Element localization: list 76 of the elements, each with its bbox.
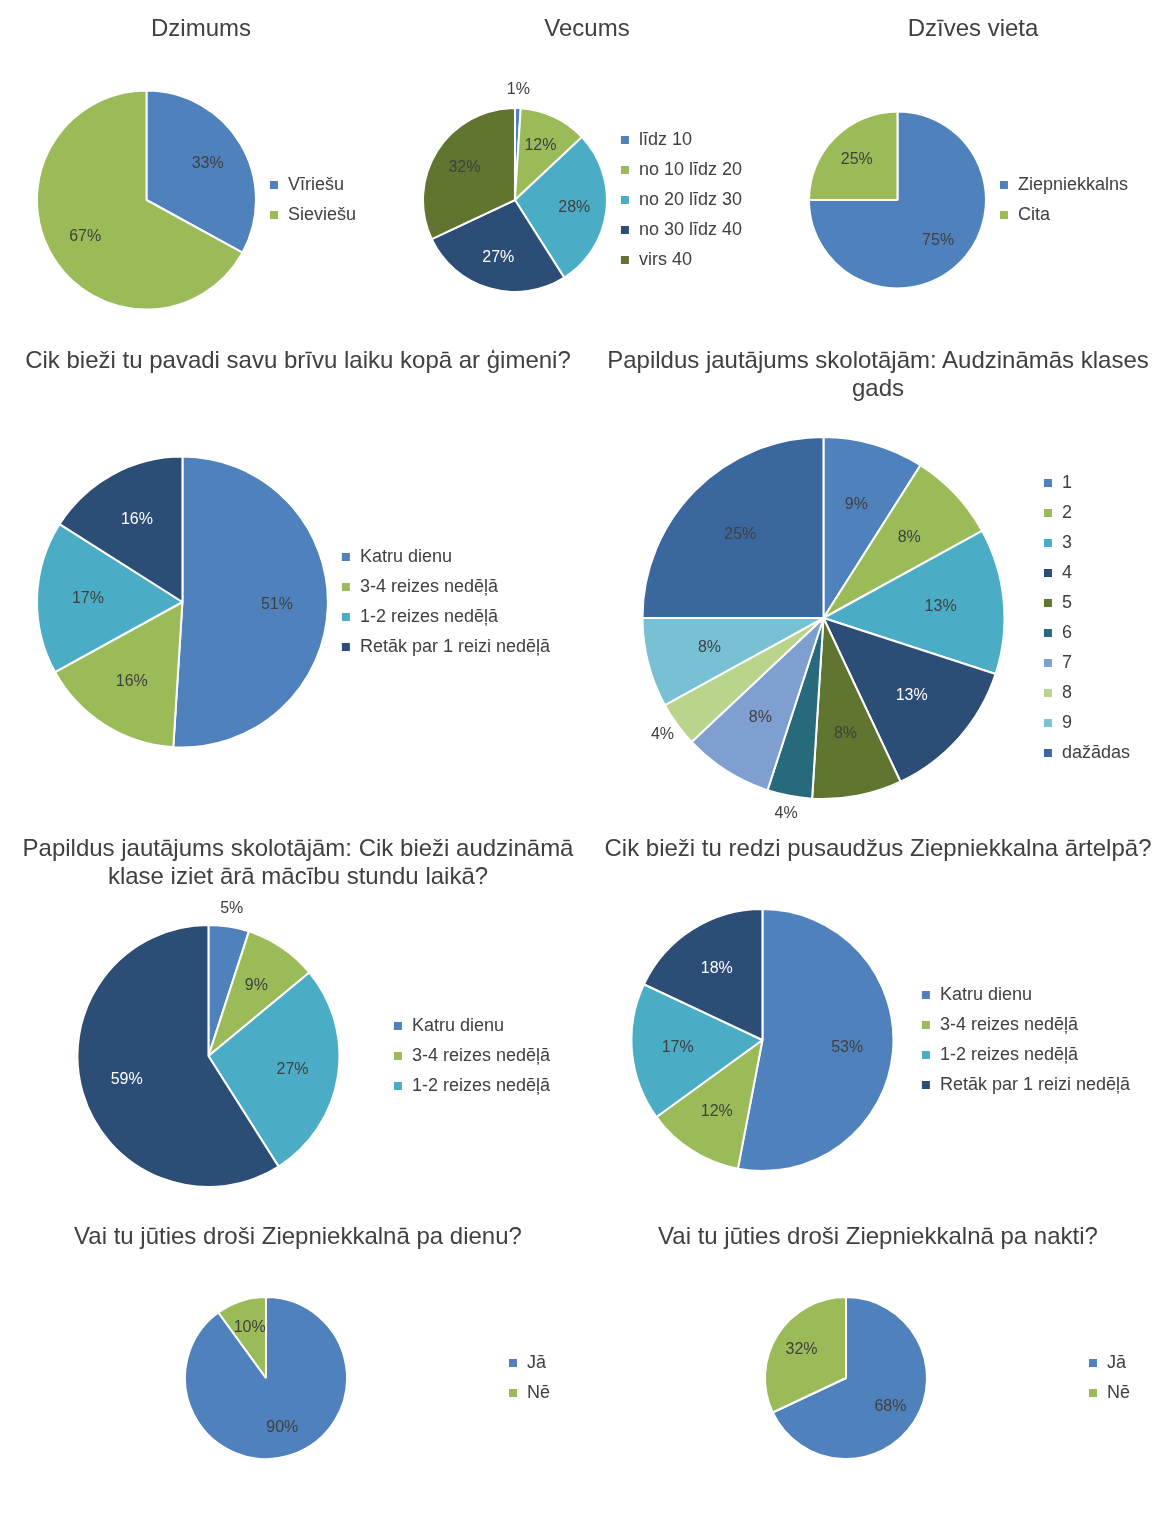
legend-label: 8 (1061, 681, 1072, 702)
data-label: 25% (840, 149, 873, 167)
data-label: 5% (220, 899, 244, 917)
legend-label: 1-2 reizes nedēļā (411, 1074, 551, 1095)
data-label: 17% (661, 1038, 694, 1056)
legend-label: Katru dienu (411, 1014, 504, 1035)
data-label: 18% (700, 958, 733, 976)
legend-label: 3-4 reizes nedēļā (411, 1044, 551, 1065)
legend-label: 7 (1061, 651, 1072, 672)
data-label: 25% (724, 525, 757, 543)
data-label: 53% (831, 1038, 864, 1056)
data-label: 67% (69, 226, 102, 244)
legend-label: 6 (1061, 621, 1072, 642)
data-label: 51% (260, 595, 293, 613)
legend-label: 3 (1061, 531, 1072, 552)
legend-label: Vīriešu (287, 173, 344, 194)
legend-label: Ziepniekkalns (1017, 173, 1129, 194)
legend-label: Cita (1017, 203, 1051, 224)
chart-title: Dzimums (150, 13, 252, 43)
data-label: 12% (524, 136, 557, 154)
data-label: 12% (700, 1102, 733, 1120)
legend-label: 1 (1061, 471, 1072, 492)
legend-label: līdz 10 (638, 128, 692, 149)
chart-title: Papildus jautājums skolotājām: Audzināmās klases gads (606, 345, 1150, 403)
data-label: 28% (558, 197, 591, 215)
legend-label: Retāk par 1 reizi nedēļā (939, 1073, 1131, 1094)
chart-title: Papildus jautājums skolotājām: Cik bieži audzināmā klase iziet ārā mācību stundu laikā? (21, 833, 575, 891)
data-label: 8% (748, 707, 772, 725)
legend-label: no 10 līdz 20 (638, 158, 742, 179)
legend-label: 5 (1061, 591, 1072, 612)
legend-label: 3-4 reizes nedēļā (359, 575, 499, 596)
legend-label: Nē (1106, 1381, 1131, 1402)
data-label: 9% (844, 495, 868, 513)
legend-label: 4 (1061, 561, 1072, 582)
legend-label: Katru dienu (359, 545, 452, 566)
data-label: 13% (895, 686, 928, 704)
data-label: 27% (276, 1059, 309, 1077)
data-label: 8% (897, 527, 921, 545)
legend-label: no 30 līdz 40 (638, 218, 742, 239)
legend-label: dažādas (1061, 741, 1131, 762)
data-label: 1% (506, 80, 530, 98)
data-label: 75% (922, 231, 955, 249)
legend-label: Sieviešu (287, 203, 357, 224)
chart-title: Cik bieži tu pavadi savu brīvu laiku kopā ar ģimeni? (24, 345, 572, 375)
data-label: 90% (266, 1418, 299, 1436)
data-label: 16% (115, 672, 148, 690)
legend-label: Jā (1106, 1351, 1127, 1372)
data-label: 13% (924, 597, 957, 615)
legend-label: Jā (526, 1351, 547, 1372)
data-label: 9% (244, 975, 268, 993)
data-label: 10% (233, 1318, 266, 1336)
data-label: 16% (120, 509, 153, 527)
chart-title: Vai tu jūties droši Ziepniekkalnā pa nakti? (657, 1221, 1099, 1251)
legend-label: Nē (526, 1381, 551, 1402)
data-label: 59% (110, 1070, 143, 1088)
legend-label: 3-4 reizes nedēļā (939, 1013, 1079, 1034)
data-label: 68% (874, 1396, 907, 1414)
data-label: 27% (482, 247, 515, 265)
chart-title: Dzīves vieta (906, 13, 1040, 43)
legend-label: virs 40 (638, 248, 692, 269)
data-label: 33% (191, 154, 224, 172)
data-label: 8% (697, 637, 722, 655)
legend-label: 1-2 reizes nedēļā (939, 1043, 1079, 1064)
chart-title: Vai tu jūties droši Ziepniekkalnā pa dienu? (73, 1221, 523, 1251)
legend-label: 9 (1061, 711, 1072, 732)
data-label: 32% (785, 1340, 818, 1358)
legend-label: Retāk par 1 reizi nedēļā (359, 635, 551, 656)
legend-label: no 20 līdz 30 (638, 188, 742, 209)
data-label: 4% (650, 725, 675, 743)
legend-label: 2 (1061, 501, 1072, 522)
chart-title: Vecums (543, 13, 631, 43)
data-label: 4% (774, 803, 798, 821)
chart-title: Cik bieži tu redzi pusaudžus Ziepniekkalna ārtelpā? (603, 833, 1153, 863)
legend-label: 1-2 reizes nedēļā (359, 605, 499, 626)
legend-label: Katru dienu (939, 983, 1032, 1004)
data-label: 17% (71, 589, 104, 607)
